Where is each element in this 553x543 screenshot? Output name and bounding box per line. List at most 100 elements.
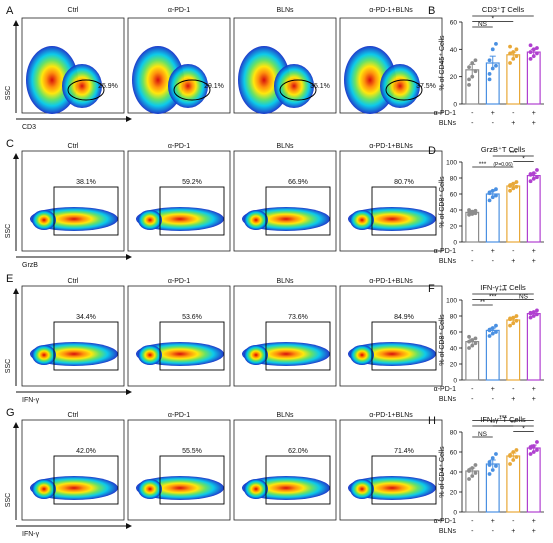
data-point: [508, 188, 512, 193]
y-axis-label: SSC: [5, 224, 12, 238]
significance-label: **: [480, 299, 486, 306]
data-point: [514, 318, 519, 323]
group-title: α-PD-1: [168, 278, 190, 285]
flow-plot-4: α-PD-1+BLNs 84.9%: [339, 278, 443, 387]
treatment-sign: -: [471, 528, 474, 535]
gate-rect: [159, 455, 225, 505]
arrow-head: [13, 422, 19, 428]
density-cloud: [244, 210, 268, 230]
gate-percent: 55.5%: [182, 448, 202, 455]
data-point: [528, 43, 533, 48]
significance-label: ***: [499, 414, 507, 421]
y-tick-label: 100: [446, 160, 457, 167]
treatment-row-label: BLNs: [439, 258, 457, 265]
arrow-head: [13, 288, 19, 294]
density-cloud: [32, 210, 56, 230]
treatment-row-label: α-PD-1: [434, 386, 456, 393]
density-cloud: [32, 479, 56, 499]
treatment-sign: -: [471, 386, 474, 393]
group-title: Ctrl: [68, 7, 79, 14]
x-axis-label: CD3: [22, 124, 36, 131]
data-point: [490, 66, 495, 71]
flow-plot-3: BLNs 35.1%: [233, 7, 337, 114]
data-point: [467, 477, 471, 481]
treatment-sign: +: [491, 518, 495, 525]
data-point: [470, 466, 475, 470]
data-point: [508, 316, 512, 321]
group-title: α-PD-1+BLNs: [369, 143, 413, 150]
data-point: [528, 315, 533, 320]
gate-rect: [371, 455, 437, 505]
gate-rect: [53, 186, 119, 236]
treatment-sign: +: [532, 518, 536, 525]
panel-letter: D: [428, 145, 436, 157]
significance-label: (P=0.06): [493, 162, 513, 168]
significance-label: ***: [509, 150, 517, 157]
data-point: [511, 458, 516, 462]
data-point: [494, 323, 498, 328]
density-cloud: [32, 345, 56, 365]
data-point: [487, 460, 492, 464]
data-point: [490, 188, 495, 193]
data-point: [467, 339, 471, 344]
data-point: [508, 44, 512, 49]
group-title: α-PD-1+BLNs: [369, 7, 413, 14]
arrow-head: [126, 389, 132, 395]
data-point: [467, 82, 471, 87]
gate-ellipse: [385, 79, 423, 101]
density-cloud: [244, 479, 268, 499]
plot-frame: [233, 150, 337, 252]
gate-rect: [159, 321, 225, 371]
data-point: [490, 326, 495, 330]
plot-frame: [233, 419, 337, 521]
data-point: [535, 440, 539, 444]
data-point: [490, 195, 495, 200]
gate-rect: [371, 321, 437, 371]
data-point: [531, 176, 536, 181]
plot-frame: [127, 150, 231, 252]
y-tick-label: 0: [453, 510, 457, 517]
treatment-sign: +: [511, 120, 515, 127]
flow-row-e: E SSC IFN-γ Ctrl 34.4% α-PD-1 53.6% BLNs 73.6% α-…: [5, 273, 443, 404]
treatment-row-label: α-PD-1: [434, 110, 456, 117]
data-point: [470, 209, 475, 214]
data-point: [514, 54, 519, 59]
treatment-sign: +: [532, 528, 536, 535]
data-point: [494, 63, 498, 68]
plot-frame: [339, 285, 443, 387]
bar: [506, 185, 521, 243]
group-title: α-PD-1+BLNs: [369, 412, 413, 419]
data-point: [535, 168, 539, 172]
treatment-sign: -: [471, 120, 474, 127]
gate-percent: 25.9%: [98, 83, 118, 90]
y-tick-label: 0: [453, 240, 457, 247]
flow-plot-3: BLNs 62.0%: [233, 412, 337, 521]
data-point: [511, 450, 516, 454]
bar: [526, 447, 541, 513]
data-point: [535, 175, 539, 180]
flow-plot-1: Ctrl 38.1%: [21, 143, 125, 252]
gate-percent: 34.4%: [76, 314, 96, 321]
gate-rect: [53, 321, 119, 371]
panel-letter: E: [6, 273, 13, 285]
data-point: [473, 471, 478, 475]
data-point: [528, 172, 533, 176]
flow-plot-4: α-PD-1+BLNs 71.4%: [339, 412, 443, 521]
data-point: [508, 184, 512, 188]
data-point: [470, 61, 475, 65]
treatment-sign: +: [491, 110, 495, 117]
gate-percent: 37.5%: [416, 83, 436, 90]
data-point: [473, 463, 478, 467]
data-point: [535, 46, 539, 50]
bar: [506, 319, 521, 381]
plot-frame: [127, 419, 231, 521]
data-point: [467, 346, 471, 350]
y-tick-label: 60: [450, 450, 458, 457]
data-point: [470, 338, 475, 342]
data-point: [528, 311, 533, 316]
data-point: [470, 74, 475, 79]
treatment-row-label: BLNs: [439, 120, 457, 127]
y-axis-label: % of CD45⁺ Cells: [439, 35, 446, 91]
gate-rect: [159, 186, 225, 236]
